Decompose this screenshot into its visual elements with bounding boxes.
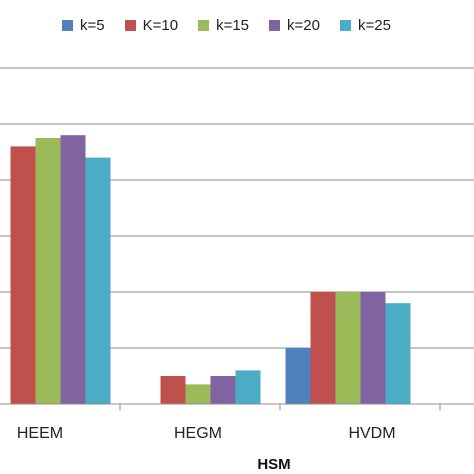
bar-hvdm-k25	[385, 303, 411, 404]
legend-swatch	[124, 20, 136, 31]
legend: k=5 K=10 k=15 k=20 k=25	[62, 17, 391, 34]
legend-item-k20: k=20	[269, 17, 320, 34]
legend-swatch	[198, 20, 210, 31]
category-labels: HEEM HEGM HVDM	[17, 425, 396, 442]
category-label-hvdm: HVDM	[348, 425, 395, 442]
legend-label: K=10	[142, 17, 179, 34]
legend-label: k=5	[80, 17, 105, 34]
legend-label: k=25	[357, 17, 391, 34]
bar-hvdm-k10	[310, 292, 336, 404]
legend-swatch	[269, 20, 281, 31]
bar-hegm-k20	[210, 376, 236, 404]
x-axis	[0, 403, 474, 410]
bar-hegm-k10	[160, 376, 186, 404]
bar-hegm-k25	[235, 370, 261, 404]
legend-swatch	[339, 20, 351, 31]
legend-item-k5: k=5	[62, 17, 105, 34]
legend-label: k=20	[287, 17, 320, 34]
bar-heem-k20	[60, 135, 86, 404]
bars	[10, 135, 411, 404]
category-label-hegm: HEGM	[174, 425, 222, 442]
bar-hvdm-k20	[360, 292, 386, 404]
bar-heem-k15	[35, 138, 61, 404]
bar-heem-k10	[10, 146, 36, 404]
legend-item-k15: k=15	[198, 17, 249, 34]
bar-hvdm-k15	[335, 292, 361, 404]
legend-item-k10: K=10	[124, 17, 179, 34]
legend-item-k25: k=25	[339, 17, 391, 34]
legend-label: k=15	[216, 17, 250, 34]
bar-heem-k25	[85, 157, 111, 404]
legend-swatch	[62, 20, 73, 31]
category-label-heem: HEEM	[17, 425, 63, 442]
bar-hegm-k15	[185, 384, 211, 404]
x-axis-title: HSM	[257, 456, 290, 473]
bar-hvdm-k5	[285, 348, 311, 404]
